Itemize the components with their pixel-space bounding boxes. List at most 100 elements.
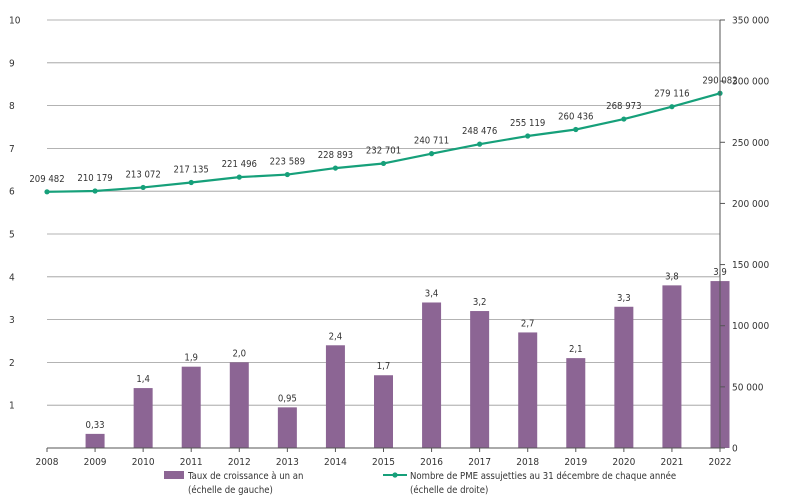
right-tick-label: 50 000 <box>732 382 764 393</box>
x-tick-label: 2021 <box>660 457 683 468</box>
x-tick-label: 2020 <box>612 457 635 468</box>
x-tick-label: 2015 <box>372 457 395 468</box>
right-tick-label: 0 <box>732 444 738 455</box>
left-tick-label: 2 <box>9 358 15 369</box>
left-tick-label: 1 <box>9 401 15 412</box>
bar-data-label: 2,7 <box>521 318 535 329</box>
bar <box>277 407 297 448</box>
line-data-label: 217 135 <box>174 164 209 175</box>
line-point <box>284 171 290 178</box>
right-tick-label: 150 000 <box>732 260 769 271</box>
line-data-label: 290 082 <box>702 75 737 86</box>
x-tick-label: 2008 <box>36 457 59 468</box>
bar-data-label: 1,7 <box>377 361 391 372</box>
gridlines <box>47 19 720 406</box>
x-tick-label: 2017 <box>468 457 491 468</box>
line-point <box>477 141 483 147</box>
bar-data-label: 2,4 <box>329 331 343 342</box>
bar-data-label: 3,4 <box>425 288 439 299</box>
left-tick-label: 10 <box>9 16 21 27</box>
bar <box>325 345 345 448</box>
bar-data-label: 0,95 <box>278 393 297 404</box>
legend-bar-swatch <box>164 471 184 479</box>
line-point <box>669 104 675 110</box>
left-tick-label: 5 <box>9 230 15 241</box>
x-tick-label: 2009 <box>84 457 107 468</box>
legend: Taux de croissance à un an (échelle de g… <box>164 471 676 496</box>
x-tick-label: 2019 <box>564 457 587 468</box>
line-data-label: 223 589 <box>270 157 305 168</box>
x-tick-label: 2014 <box>324 457 347 468</box>
right-tick-label: 100 000 <box>732 321 769 332</box>
line-data-label: 209 482 <box>29 174 64 185</box>
x-tick-label: 2012 <box>228 457 251 468</box>
line-data-label: 279 116 <box>654 89 689 100</box>
bar-data-label: 2,1 <box>569 344 583 355</box>
left-tick-label: 8 <box>9 101 15 112</box>
bar <box>181 366 201 448</box>
bar-data-label: 1,4 <box>136 374 150 385</box>
line-point <box>140 184 146 191</box>
left-tick-label: 4 <box>9 272 15 283</box>
bar-data-label: 3,3 <box>617 293 631 304</box>
right-tick-label: 200 000 <box>732 199 769 210</box>
bar-data-label: 3,9 <box>713 267 727 278</box>
bar <box>229 362 249 448</box>
line-point <box>621 116 627 122</box>
right-tick-label: 350 000 <box>732 16 769 27</box>
left-tick-label: 6 <box>9 187 15 198</box>
left-tick-label: 9 <box>9 58 15 69</box>
legend-bar-sublabel: (échelle de gauche) <box>188 485 273 496</box>
legend-line-marker <box>392 472 398 478</box>
bar-data-label: 2,0 <box>232 348 246 359</box>
right-tick-label: 300 000 <box>732 77 769 88</box>
line-data-label: 210 179 <box>77 173 112 184</box>
line-data-label: 268 973 <box>606 101 641 112</box>
line-series <box>44 90 723 195</box>
bar <box>614 306 634 448</box>
line-data-label: 255 119 <box>510 118 545 129</box>
bar-data-label: 3,2 <box>473 297 487 308</box>
bar-data-label: 1,9 <box>184 353 198 364</box>
line-point <box>573 126 579 133</box>
line-data-label: 232 701 <box>366 145 401 156</box>
bar-data-label: 0,33 <box>86 420 105 431</box>
line-data-label: 213 072 <box>125 169 160 180</box>
bar <box>518 332 538 448</box>
x-tick-label: 2018 <box>516 457 539 468</box>
x-tick-label: 2022 <box>709 457 732 468</box>
line-point <box>92 188 98 194</box>
line-point <box>525 133 531 139</box>
axes: 10 9 8 7 6 5 4 3 2 1 350 000 300 000 250 000 200 000 1… <box>9 16 769 469</box>
bar <box>133 388 153 448</box>
line-point <box>428 151 435 157</box>
line-data-label: 260 436 <box>558 112 593 123</box>
bar <box>85 433 105 448</box>
line-data-label: 221 496 <box>222 159 257 170</box>
x-tick-label: 2013 <box>276 457 299 468</box>
bar <box>566 358 586 448</box>
right-tick-label: 250 000 <box>732 138 769 149</box>
left-tick-label: 3 <box>9 315 15 326</box>
x-tick-label: 2011 <box>180 457 203 468</box>
legend-line-label: Nombre de PME assujetties au 31 décembre… <box>410 471 676 482</box>
x-tick-label: 2010 <box>132 457 155 468</box>
data-labels: 0,33 1,4 1,9 2,0 0,95 2,4 1,7 3,4 3,2 2,7 2,1 3,3 3,… <box>29 75 737 431</box>
bar <box>662 285 682 448</box>
line-point <box>44 189 50 195</box>
bar <box>470 311 490 448</box>
line-data-label: 248 476 <box>462 126 497 137</box>
bar-series <box>85 281 730 448</box>
bar <box>374 375 393 448</box>
line-point <box>380 160 387 167</box>
line-point <box>332 165 339 171</box>
bar <box>422 302 442 448</box>
x-tick-label: 2016 <box>420 457 443 468</box>
line-data-label: 228 893 <box>318 150 353 161</box>
legend-bar-label: Taux de croissance à un an <box>187 471 303 482</box>
line-point <box>188 179 194 186</box>
left-tick-label: 7 <box>9 144 15 155</box>
bar-data-label: 3,8 <box>665 271 679 282</box>
line-point <box>236 174 242 180</box>
